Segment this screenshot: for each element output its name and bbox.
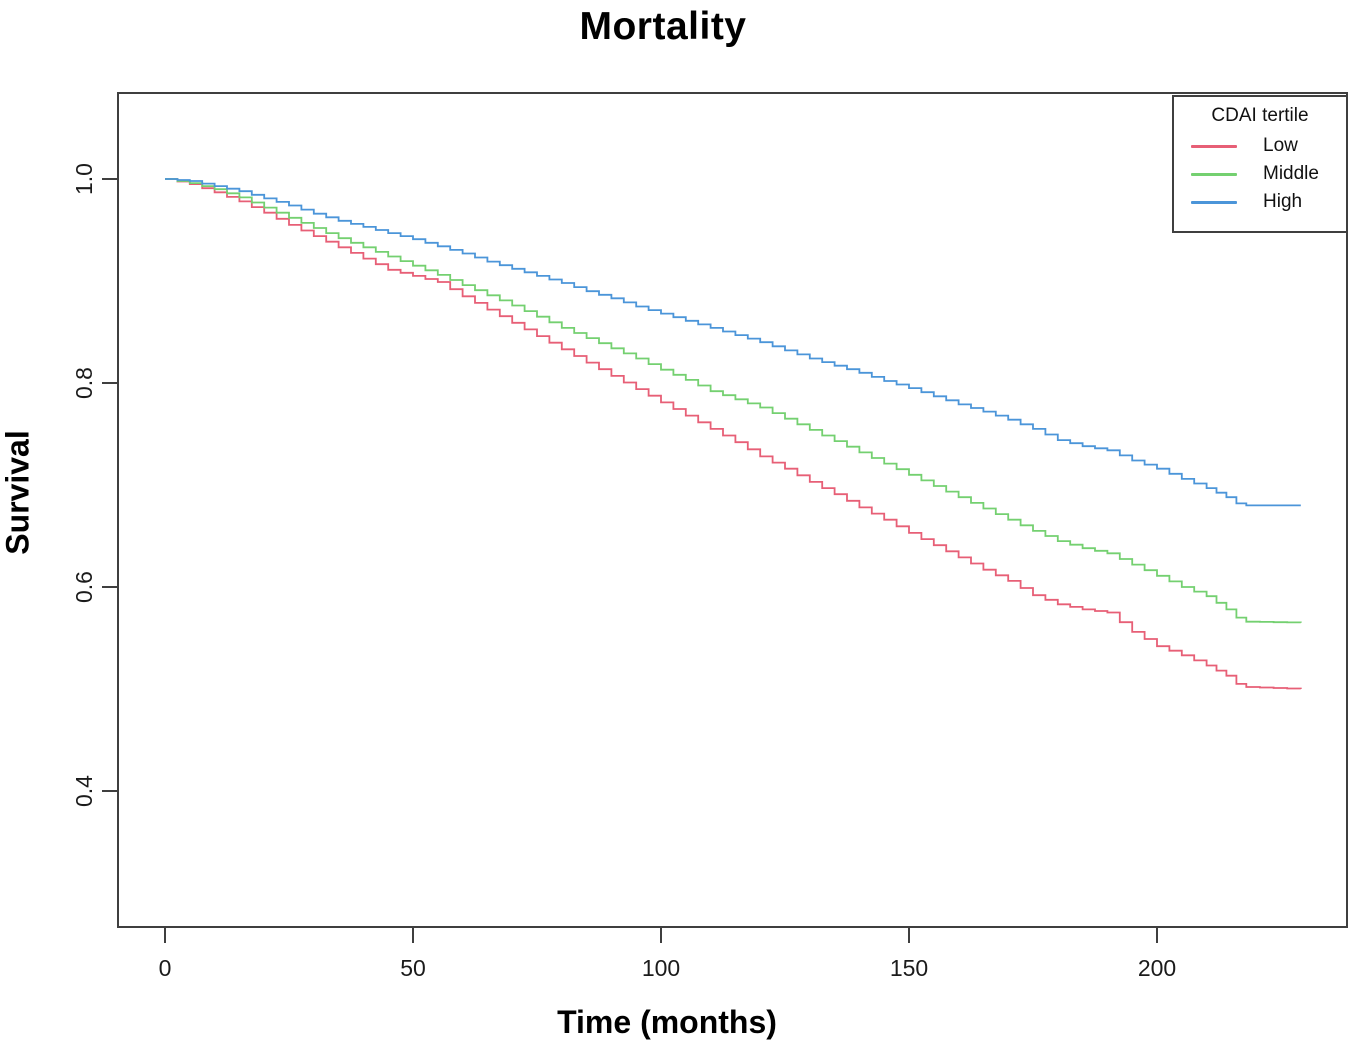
legend-label-middle: Middle	[1263, 163, 1319, 184]
legend-label-high: High	[1263, 191, 1303, 212]
survival-curve-low	[165, 178, 1302, 690]
legend-item-low: Low	[1174, 132, 1346, 160]
survival-curve-high	[165, 178, 1301, 507]
legend-item-high: High	[1174, 188, 1346, 216]
x-axis-title: Time (months)	[557, 1004, 777, 1040]
y-tick-label: 1.0	[71, 163, 97, 195]
x-tick-label: 150	[890, 955, 928, 981]
survival-curve-middle	[165, 178, 1302, 624]
x-tick-label: 50	[400, 955, 426, 981]
legend-item-middle: Middle	[1174, 160, 1346, 188]
legend: CDAI tertile Low Middle High	[1172, 95, 1348, 233]
legend-swatch-low	[1191, 144, 1237, 148]
y-tick-label: 0.6	[71, 571, 97, 603]
legend-swatch-high	[1191, 200, 1237, 204]
chart-title: Mortality	[579, 5, 747, 48]
x-tick-label: 200	[1138, 955, 1176, 981]
y-tick-label: 0.4	[71, 775, 97, 807]
legend-label-low: Low	[1263, 135, 1298, 156]
plot-border	[117, 92, 1348, 928]
x-tick-label: 100	[642, 955, 680, 981]
legend-title: CDAI tertile	[1211, 105, 1309, 126]
x-tick-label: 0	[159, 955, 172, 981]
y-tick-label: 0.8	[71, 367, 97, 399]
legend-rows: Low Middle High	[1174, 132, 1346, 216]
legend-swatch-middle	[1191, 172, 1237, 176]
